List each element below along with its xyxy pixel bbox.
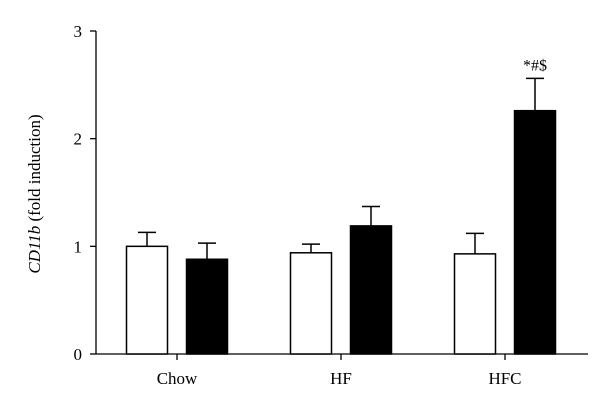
bar bbox=[185, 258, 229, 355]
x-tick-label: HFC bbox=[488, 369, 521, 388]
significance-annotation: *#$ bbox=[523, 57, 547, 74]
bar bbox=[513, 109, 557, 355]
bar bbox=[289, 252, 333, 355]
error-bars bbox=[138, 77, 544, 260]
bar bbox=[349, 225, 393, 355]
x-tick-label: Chow bbox=[157, 369, 198, 388]
labels: *#$ bbox=[523, 57, 547, 74]
bars bbox=[125, 109, 557, 355]
y-tick-label: 3 bbox=[74, 22, 83, 41]
bar bbox=[125, 245, 169, 355]
x-axis: Chow HF HFC bbox=[96, 353, 588, 388]
y-axis-label-unit: (fold induction) bbox=[25, 114, 44, 225]
y-tick-label: 2 bbox=[74, 130, 83, 149]
y-tick-label: 1 bbox=[74, 237, 83, 256]
y-tick-label: 0 bbox=[74, 345, 83, 364]
bar bbox=[453, 253, 497, 355]
x-tick-label: HF bbox=[330, 369, 352, 388]
y-axis-label: CD11b (fold induction) bbox=[25, 114, 44, 273]
y-axis-label-gene: CD11b bbox=[25, 226, 44, 274]
y-axis: 0 1 2 3 bbox=[74, 22, 97, 364]
